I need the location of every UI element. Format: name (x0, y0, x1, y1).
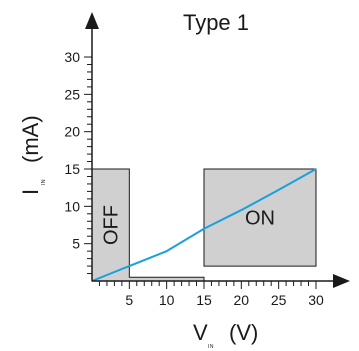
region-label-on: ON (245, 208, 275, 230)
x-tick-label: 25 (271, 292, 287, 308)
x-axis-label: V IN (V) (193, 320, 258, 350)
y-axis-label: I IN (mA) (18, 115, 47, 195)
x-tick-label: 15 (196, 292, 212, 308)
ticks-layer: 5 10 15 20 25 30 5 10 15 20 25 30 (64, 49, 324, 308)
y-tick-label: 25 (64, 86, 80, 102)
axes-layer (85, 12, 350, 288)
x-tick-label: 30 (308, 292, 324, 308)
y-tick-label: 10 (64, 198, 80, 214)
y-axis-label-unit: (mA) (18, 115, 43, 163)
y-tick-label: 15 (64, 161, 80, 177)
y-axis-label-sub: IN (41, 179, 47, 185)
series-layer (91, 168, 317, 282)
x-tick-label: 20 (234, 292, 250, 308)
labels-layer: Type 1 V IN (V) I IN (mA) (18, 10, 258, 350)
x-axis-label-sub: IN (208, 344, 214, 350)
y-tick-label: 5 (72, 236, 80, 252)
x-axis-label-unit: (V) (229, 320, 258, 345)
y-tick-label: 30 (64, 49, 80, 65)
chart-title: Type 1 (183, 10, 249, 35)
x-axis-arrow (333, 274, 350, 288)
y-axis-arrow (85, 12, 99, 29)
region-label-off: OFF (101, 205, 123, 245)
region-on (203, 168, 317, 267)
x-axis-label-main: V (193, 320, 208, 345)
regions-layer: OFF ON (91, 168, 317, 282)
y-tick-label: 20 (64, 124, 80, 140)
x-tick-label: 10 (159, 292, 175, 308)
y-axis-label-main: I (18, 189, 43, 195)
x-tick-label: 5 (125, 292, 133, 308)
